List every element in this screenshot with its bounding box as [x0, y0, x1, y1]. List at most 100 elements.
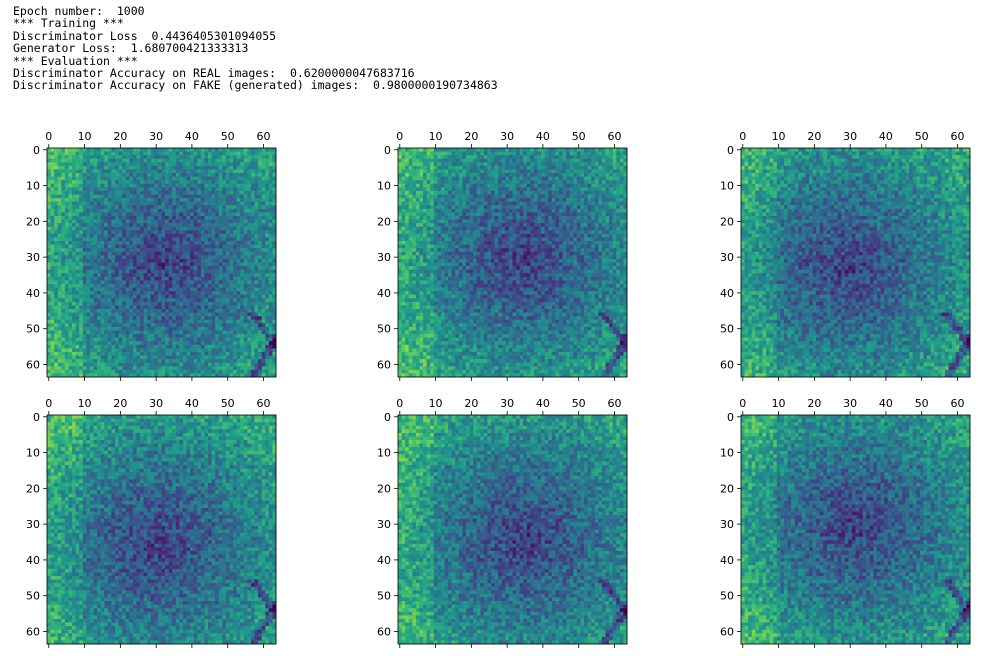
pixel [54, 220, 58, 224]
pixel [269, 280, 273, 284]
pixel [269, 195, 273, 199]
pixel [68, 273, 72, 277]
pixel [108, 370, 112, 374]
pixel [229, 245, 233, 249]
pixel [151, 255, 155, 259]
pixel [204, 302, 208, 306]
pixel [233, 223, 237, 227]
pixel [108, 259, 112, 263]
pixel [47, 270, 51, 274]
pixel [516, 155, 520, 159]
pixel [94, 305, 98, 309]
pixel [240, 345, 244, 349]
pixel [412, 195, 416, 199]
pixel [606, 191, 610, 195]
pixel [72, 341, 76, 345]
pixel [262, 223, 266, 227]
pixel [165, 266, 169, 270]
pixel [47, 309, 51, 313]
pixel [111, 363, 115, 367]
pixel [83, 223, 87, 227]
pixel [201, 305, 205, 309]
pixel [269, 212, 273, 216]
pixel [258, 241, 262, 245]
pixel [588, 152, 592, 156]
pixel [179, 191, 183, 195]
pixel [94, 212, 98, 216]
pixel [441, 159, 445, 163]
pixel [226, 320, 230, 324]
pixel [226, 234, 230, 238]
pixel [244, 191, 248, 195]
pixel [72, 309, 76, 313]
pixel [187, 288, 191, 292]
pixel [258, 309, 262, 313]
pixel [530, 159, 534, 163]
pixel [226, 298, 230, 302]
pixel [108, 366, 112, 370]
pixel [79, 316, 83, 320]
pixel [269, 359, 273, 363]
pixel [119, 327, 123, 331]
pixel [68, 237, 72, 241]
pixel [229, 320, 233, 324]
pixel [226, 273, 230, 277]
pixel [187, 295, 191, 299]
pixel [262, 370, 266, 374]
pixel [226, 359, 230, 363]
pixel [179, 270, 183, 274]
pixel [101, 338, 105, 342]
pixel [158, 241, 162, 245]
pixel [233, 284, 237, 288]
pixel [208, 298, 212, 302]
pixel [190, 309, 194, 313]
pixel [58, 173, 62, 177]
pixel [47, 298, 51, 302]
pixel [190, 266, 194, 270]
pixel [144, 295, 148, 299]
pixel [158, 309, 162, 313]
pixel [201, 327, 205, 331]
pixel [183, 284, 187, 288]
pixel [240, 166, 244, 170]
pixel [269, 252, 273, 256]
pixel [65, 298, 69, 302]
pixel [165, 155, 169, 159]
pixel [229, 291, 233, 295]
pixel [552, 148, 556, 152]
pixel [165, 302, 169, 306]
pixel [419, 162, 423, 166]
pixel [162, 334, 166, 338]
pixel [222, 334, 226, 338]
pixel [169, 323, 173, 327]
pixel [237, 245, 241, 249]
pixel [72, 187, 76, 191]
pixel [262, 169, 266, 173]
pixel [47, 227, 51, 231]
pixel [265, 338, 269, 342]
pixel [441, 195, 445, 199]
pixel [190, 205, 194, 209]
pixel [51, 330, 55, 334]
pixel [97, 334, 101, 338]
pixel [233, 273, 237, 277]
pixel [201, 252, 205, 256]
pixel [430, 152, 434, 156]
pixel [269, 348, 273, 352]
pixel [144, 366, 148, 370]
pixel [179, 334, 183, 338]
pixel [104, 187, 108, 191]
pixel [222, 273, 226, 277]
pixel [620, 191, 624, 195]
pixel [158, 237, 162, 241]
pixel [76, 280, 80, 284]
pixel [215, 177, 219, 181]
pixel [269, 263, 273, 267]
pixel [229, 352, 233, 356]
pixel [90, 245, 94, 249]
pixel [122, 173, 126, 177]
pixel [61, 302, 65, 306]
pixel [172, 291, 176, 295]
pixel [176, 359, 180, 363]
pixel [616, 184, 620, 188]
